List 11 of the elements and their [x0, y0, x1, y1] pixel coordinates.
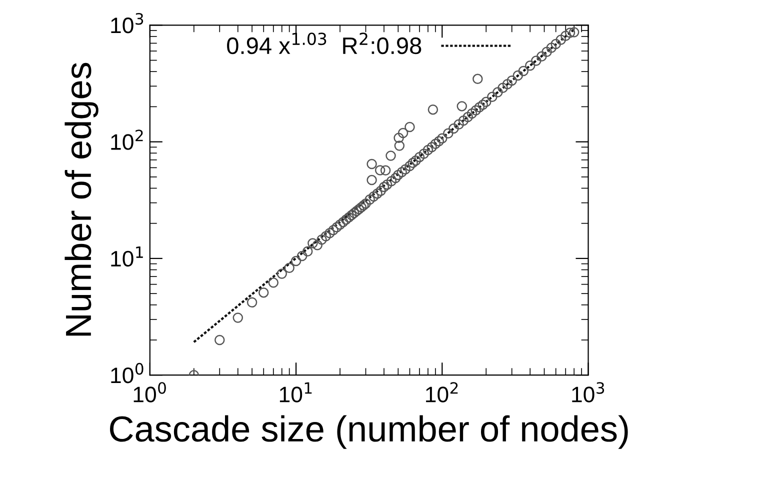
- y-tick-label: 10$^{2}$: [111, 130, 143, 150]
- x-tick-label: 10$^{1}$: [280, 382, 312, 402]
- y-tick-label: 10$^{0}$: [111, 362, 144, 384]
- x-axis-title: Cascade size (number of nodes): [110, 415, 628, 449]
- y-tick-label: 10$^{3}$: [111, 13, 144, 34]
- x-tick-label: 10$^{0}$: [134, 382, 166, 402]
- x-tick-label: 10$^{3}$: [572, 382, 604, 402]
- text: 0.94 x$^{1.03}$ R$^{2}$:0.98: [227, 32, 422, 54]
- x-tick-label: 10$^{2}$: [426, 382, 458, 402]
- y-axis-title: Number of edges: [64, 62, 98, 336]
- y-tick-label: 10$^{1}$: [111, 246, 143, 267]
